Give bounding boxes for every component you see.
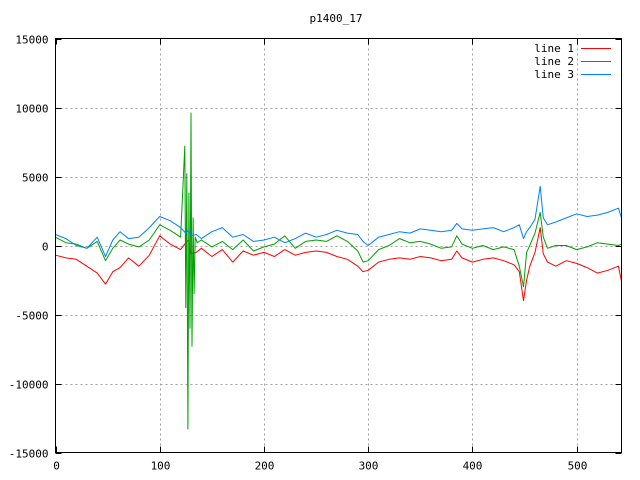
y-tick-label: 0: [42, 241, 49, 254]
legend-label: line 2: [534, 55, 574, 68]
axis-ticks: 0 100 200 300 400 500 -15000 -10000 -5000 0 5000 10…: [9, 34, 622, 473]
y-tick-label: -10000: [9, 379, 49, 392]
series-lines: [55, 112, 622, 430]
y-tick-label: -5000: [15, 310, 48, 323]
y-tick-label: -15000: [9, 448, 49, 461]
x-tick-label: 100: [151, 460, 171, 473]
series-line-2: [55, 112, 622, 430]
x-tick-label: 500: [568, 460, 588, 473]
x-tick-label: 0: [53, 460, 60, 473]
x-tick-label: 300: [359, 460, 379, 473]
x-tick-label: 400: [463, 460, 483, 473]
plot-frame: [55, 38, 622, 453]
y-tick-label: 15000: [15, 34, 48, 47]
legend-label: line 3: [534, 68, 574, 81]
chart-title: p1400_17: [310, 12, 363, 25]
series-line-1: [55, 227, 622, 302]
series-line-3: [55, 185, 622, 257]
y-tick-label: 10000: [15, 103, 48, 116]
x-tick-label: 200: [255, 460, 275, 473]
legend-label: line 1: [534, 42, 574, 55]
y-tick-label: 5000: [22, 172, 49, 185]
